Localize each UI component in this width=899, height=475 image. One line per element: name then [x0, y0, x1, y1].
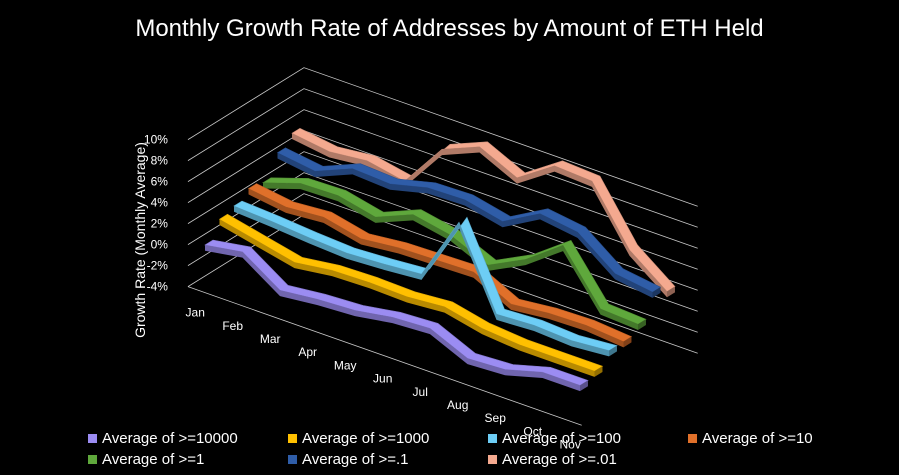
x-tick-label: May — [334, 358, 357, 372]
ribbon-end — [652, 287, 661, 298]
legend-item: Average of >=1000 — [288, 430, 488, 447]
legend-label: Average of >=.01 — [502, 451, 617, 468]
floor-edge — [187, 286, 582, 426]
legend-item: Average of >=10 — [688, 430, 888, 447]
series-average-of-10 — [247, 183, 633, 348]
y-tick-label: 2% — [151, 217, 169, 231]
ribbon-front — [219, 219, 595, 377]
ribbon-front — [234, 206, 609, 357]
legend-label: Average of >=10000 — [102, 430, 238, 447]
x-tick-label: Jul — [413, 385, 428, 399]
y-axis-title: Growth Rate (Monthly Average) — [132, 142, 148, 338]
x-tick-label: Jun — [373, 372, 392, 386]
y-tick-label: 4% — [151, 196, 169, 210]
x-tick-label: Oct — [523, 424, 542, 438]
series-average-of-100 — [233, 200, 618, 357]
ribbon-end — [594, 366, 603, 377]
legend-item: Average of >=100 — [488, 430, 688, 447]
legend-swatch — [288, 455, 297, 464]
legend-swatch — [88, 434, 97, 443]
x-tick-label: Mar — [260, 332, 281, 346]
legend-swatch — [688, 434, 697, 443]
gridline — [187, 67, 698, 207]
y-tick-label: 10% — [144, 133, 168, 147]
x-tick-label: Sep — [485, 411, 507, 425]
y-tick-label: 6% — [151, 175, 169, 189]
legend-item: Average of >=10000 — [88, 430, 288, 447]
ribbon-end — [623, 336, 632, 348]
gridline — [187, 109, 698, 249]
legend-label: Average of >=10 — [702, 430, 813, 447]
x-tick-label: Feb — [222, 319, 243, 333]
x-tick-label: Jan — [186, 306, 205, 320]
y-tick-label: -4% — [147, 280, 169, 294]
series-ribbons — [204, 127, 676, 392]
y-tick-label: 0% — [151, 238, 169, 252]
legend-swatch — [488, 434, 497, 443]
legend-item: Average of >=.1 — [288, 451, 488, 468]
x-tick-label: Aug — [447, 398, 468, 412]
legend-label: Average of >=1 — [102, 451, 205, 468]
ribbon-front — [248, 188, 624, 348]
series-average-of-1 — [261, 177, 647, 330]
legend-label: Average of >=.1 — [302, 451, 409, 468]
series-average-of-10000 — [204, 239, 589, 392]
ribbon-end — [580, 380, 588, 392]
series-average-of-1000 — [218, 213, 604, 377]
legend-item: Average of >=1 — [88, 451, 288, 468]
legend-label: Average of >=1000 — [302, 430, 430, 447]
ribbon-end — [609, 345, 617, 357]
y-tick-label: -2% — [147, 259, 169, 273]
legend-swatch — [288, 434, 297, 443]
gridline — [187, 88, 698, 228]
chart-title: Monthly Growth Rate of Addresses by Amou… — [135, 15, 763, 42]
legend-swatch — [88, 455, 97, 464]
x-tick-labels: Jan Feb Mar Apr May Jun Jul Aug Sep Oct Nov — [186, 306, 581, 452]
x-tick-label: Apr — [298, 345, 317, 359]
y-tick-label: 8% — [151, 154, 169, 168]
ribbon-end — [667, 286, 675, 298]
ribbon-front — [205, 245, 580, 392]
legend-item: Average of >=.01 — [488, 451, 688, 468]
gridline — [187, 193, 698, 333]
legend: Average of >=10000 Average of >=1000 Avera… — [88, 430, 888, 468]
legend-label: Average of >=100 — [502, 430, 621, 447]
series-average-of-1 — [276, 147, 662, 298]
x-tick-label: Nov — [560, 438, 581, 452]
legend-swatch — [488, 455, 497, 464]
y-tick-labels: -4% -2% 0% 2% 4% 6% 8% 10% — [144, 133, 168, 294]
ribbon-end — [638, 319, 646, 330]
